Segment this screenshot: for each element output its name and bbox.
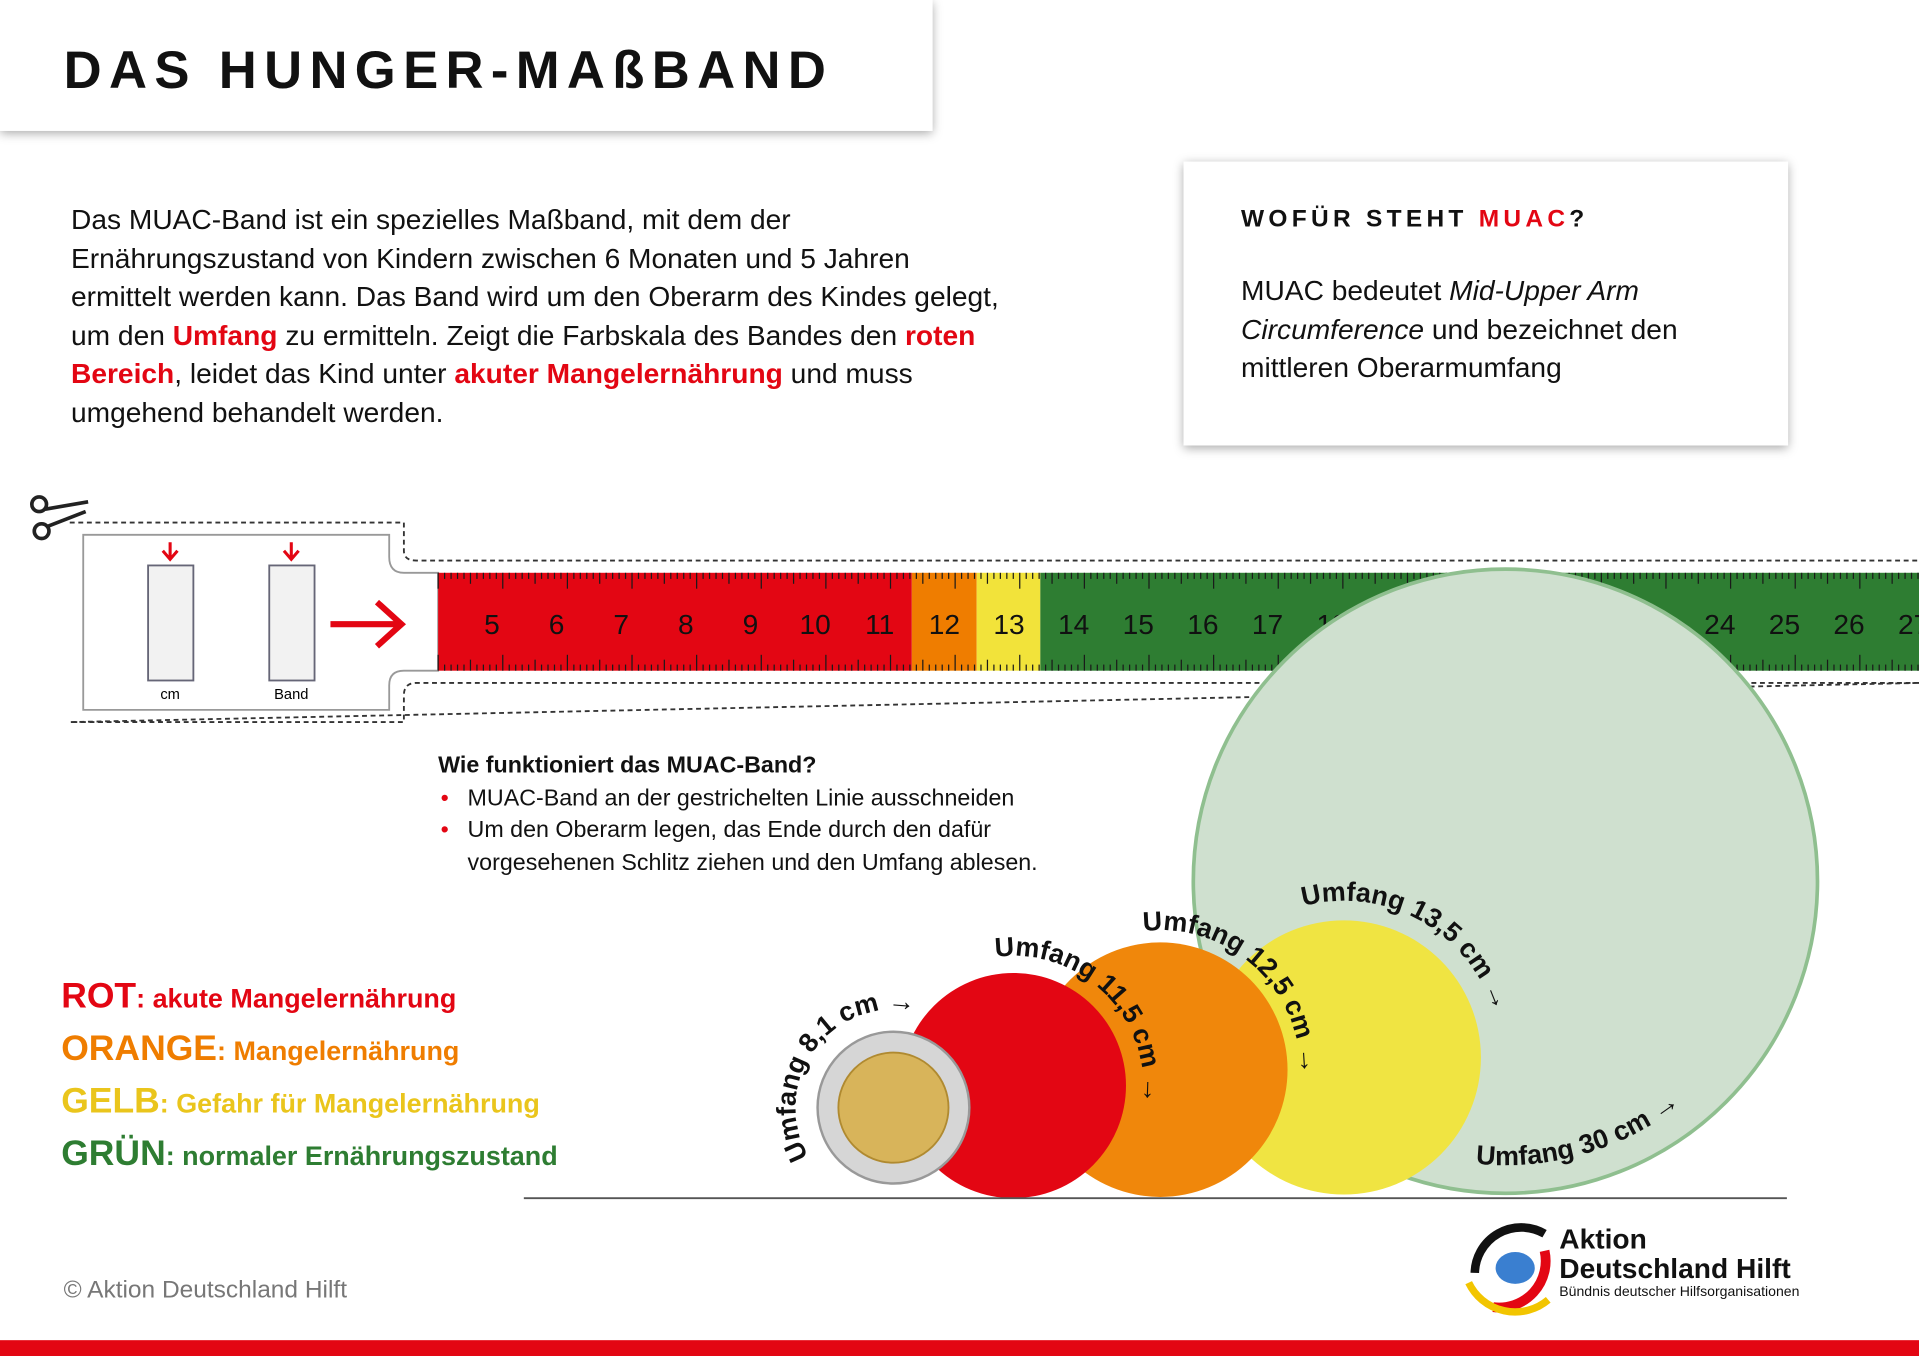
logo-line: Deutschland Hilft <box>1559 1252 1791 1284</box>
slot-label: cm <box>160 687 180 703</box>
circle-yellow <box>1206 920 1481 1195</box>
intro-text: Das MUAC-Band ist ein spezielles Maßband… <box>71 201 1013 432</box>
text-run: zu ermitteln. Zeigt die Farbskala des Ba… <box>277 318 905 351</box>
howto-step: MUAC-Band an der gestrichelten Linie aus… <box>441 783 1124 815</box>
tape-number: 11 <box>865 609 894 640</box>
logo-line: Aktion <box>1559 1222 1647 1255</box>
tape-orange <box>911 572 977 671</box>
tape-number: 7 <box>613 609 629 640</box>
legend-row: GRÜN: normaler Ernährungszustand <box>61 1135 558 1188</box>
tape-number: 26 <box>1833 609 1864 640</box>
tape-number: 16 <box>1187 609 1218 640</box>
tape-number: 15 <box>1123 609 1154 640</box>
coin-core <box>837 1051 950 1164</box>
legend-term: ORANGE <box>61 1029 217 1069</box>
slot-arrow <box>161 542 300 562</box>
howto: Wie funktioniert das MUAC-Band? MUAC-Ban… <box>438 750 1123 880</box>
tape-number: 24 <box>1704 609 1735 640</box>
direction-arrow <box>330 599 407 649</box>
tape-red <box>438 572 912 671</box>
tape-number: 12 <box>929 609 960 640</box>
text-run: und muss umgehend behandelt werden. <box>70 357 913 428</box>
tape-number: 8 <box>678 609 694 640</box>
bottom-bar <box>0 1340 1919 1356</box>
tape-number: 14 <box>1058 609 1089 640</box>
howto-title: Wie funktioniert das MUAC-Band? <box>438 752 817 779</box>
legend-row: GELB: Gefahr für Mangelernährung <box>61 1082 558 1135</box>
tape-number: 17 <box>1252 609 1283 640</box>
howto-step: Um den Oberarm legen, das Ende durch den… <box>441 815 1124 880</box>
info-title-part: MUAC <box>1478 205 1570 233</box>
highlight: Umfang <box>172 318 278 351</box>
legend-term: GRÜN <box>61 1134 166 1174</box>
logo-name: Aktion Deutschland Hilft <box>1559 1224 1790 1283</box>
highlight: akuter Mangelernährung <box>454 357 783 390</box>
info-text-part: MUAC bedeutet <box>1241 274 1450 306</box>
scissors <box>29 495 89 541</box>
slot <box>147 564 195 682</box>
cut-line <box>69 521 1919 724</box>
tape-number: 6 <box>549 609 565 640</box>
info-text-part: und bezeichnet den mittleren Oberarmumfa… <box>1241 312 1678 384</box>
info-text-part: Mid-Upper Arm Circumference <box>1241 274 1639 345</box>
copyright: © Aktion Deutschland Hilft <box>63 1276 347 1304</box>
legend-text: : Mangelernährung <box>216 1035 460 1067</box>
slot-label: Band <box>274 687 308 703</box>
legend-term: GELB <box>61 1081 160 1122</box>
text-run: Das MUAC-Band ist ein spezielles Maßband… <box>70 203 999 351</box>
logo-mark <box>1465 1223 1551 1316</box>
tape-yellow <box>976 572 1041 671</box>
slot <box>268 564 316 682</box>
highlight: roten Bereich <box>70 318 976 390</box>
info-box <box>1183 161 1789 446</box>
info-title: WOFÜR STEHT MUAC? <box>1241 206 1589 234</box>
legend: ROT: akute Mangelernährung ORANGE: Mangel… <box>61 977 558 1188</box>
tape-number: 5 <box>484 609 500 640</box>
legend-text: : Gefahr für Mangelernährung <box>159 1088 540 1119</box>
legend-term: ROT <box>61 976 137 1016</box>
legend-text: : akute Mangelernährung <box>136 982 457 1014</box>
tape-number: 13 <box>993 609 1024 640</box>
legend-text: : normaler Ernährungszustand <box>165 1140 558 1172</box>
tape-number: 27 <box>1898 609 1919 640</box>
tape-number: 25 <box>1769 609 1800 640</box>
legend-row: ROT: akute Mangelernährung <box>61 977 558 1030</box>
info-title-part: WOFÜR STEHT <box>1241 205 1479 233</box>
tape-number: 9 <box>743 609 759 640</box>
legend-row: ORANGE: Mangelernährung <box>61 1029 558 1082</box>
text-run: , leidet das Kind unter <box>174 357 455 390</box>
logo-tagline: Bündnis deutscher Hilfsorganisationen <box>1559 1285 1800 1300</box>
info-text: MUAC bedeutet Mid-Upper Arm Circumferenc… <box>1241 272 1755 388</box>
page-title: DAS HUNGER-MAßBAND <box>63 41 834 101</box>
howto-steps: MUAC-Band an der gestrichelten Linie aus… <box>438 783 1123 880</box>
header-box <box>0 0 933 131</box>
info-title-part: ? <box>1569 205 1589 233</box>
tape-number: 10 <box>799 609 830 640</box>
